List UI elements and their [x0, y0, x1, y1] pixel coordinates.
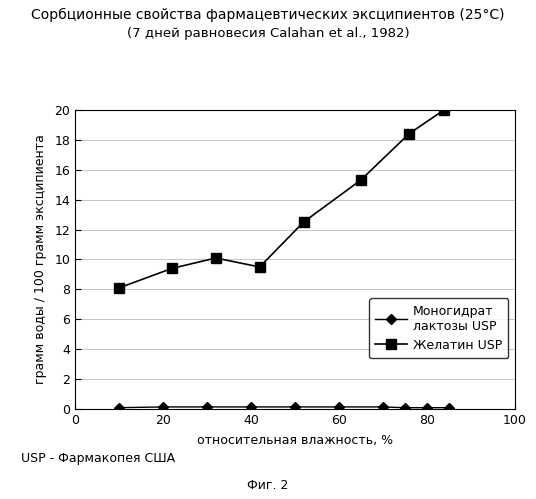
Line: Желатин USP: Желатин USP [115, 105, 449, 292]
Моногидрат
лактозы USP [248, 404, 254, 410]
Желатин USP [358, 177, 364, 183]
Моногидрат
лактозы USP [160, 404, 166, 410]
X-axis label: относительная влажность, %: относительная влажность, % [197, 434, 393, 447]
Моногидрат
лактозы USP [379, 404, 386, 410]
Моногидрат
лактозы USP [116, 405, 122, 411]
Моногидрат
лактозы USP [204, 404, 210, 410]
Line: Моногидрат
лактозы USP: Моногидрат лактозы USP [116, 404, 452, 411]
Моногидрат
лактозы USP [292, 404, 298, 410]
Y-axis label: грамм воды / 100 грамм эксципиента: грамм воды / 100 грамм эксципиента [34, 135, 47, 384]
Legend: Моногидрат
лактозы USP, Желатин USP: Моногидрат лактозы USP, Желатин USP [369, 298, 508, 358]
Желатин USP [441, 107, 448, 113]
Желатин USP [406, 131, 412, 137]
Моногидрат
лактозы USP [336, 404, 342, 410]
Желатин USP [168, 265, 175, 271]
Text: USP - Фармакопея США: USP - Фармакопея США [21, 452, 176, 465]
Моногидрат
лактозы USP [423, 405, 430, 411]
Желатин USP [116, 285, 122, 291]
Моногидрат
лактозы USP [401, 405, 408, 411]
Text: Сорбционные свойства фармацевтических эксципиентов (25°С): Сорбционные свойства фармацевтических эк… [31, 7, 505, 21]
Text: (7 дней равновесия Calahan et al., 1982): (7 дней равновесия Calahan et al., 1982) [126, 27, 410, 40]
Желатин USP [256, 264, 263, 270]
Text: Фиг. 2: Фиг. 2 [247, 479, 289, 492]
Моногидрат
лактозы USP [445, 405, 452, 411]
Желатин USP [212, 255, 219, 261]
Желатин USP [300, 219, 307, 225]
